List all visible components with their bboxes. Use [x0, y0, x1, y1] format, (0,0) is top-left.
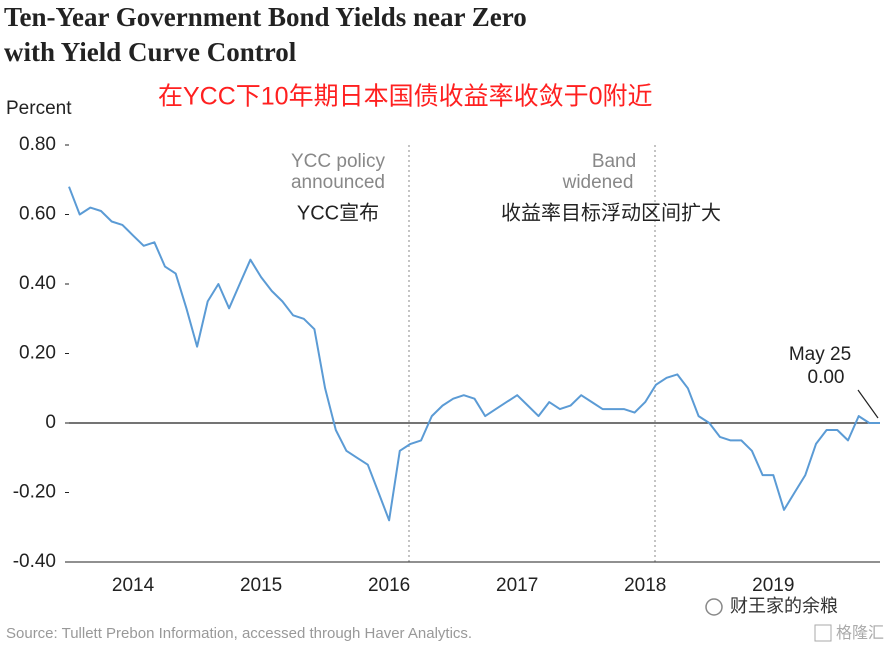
- chart-title: Ten-Year Government Bond Yields near Zer…: [4, 2, 527, 32]
- y-tick-label: -0.20: [13, 482, 56, 503]
- x-tick-label: 2016: [368, 575, 410, 596]
- watermark-icon: [705, 598, 723, 616]
- y-tick-label: 0.20: [19, 343, 56, 364]
- annotation: announced: [291, 172, 385, 193]
- y-tick-label: 0.80: [19, 134, 56, 155]
- data-line: [68, 186, 880, 522]
- annotation: YCC policy: [291, 151, 385, 172]
- y-axis-label: Percent: [6, 98, 72, 119]
- annotation: 0.00: [808, 367, 845, 388]
- annotation: YCC宣布: [297, 201, 379, 224]
- annotation: widened: [562, 172, 634, 193]
- chart-title: with Yield Curve Control: [4, 37, 297, 67]
- watermark: 财王家的余粮: [730, 596, 838, 616]
- x-tick-label: 2014: [112, 575, 155, 596]
- x-tick-label: 2015: [240, 575, 282, 596]
- y-tick-label: 0.60: [19, 204, 56, 225]
- chart-subtitle: 在YCC下10年期日本国债收益率收敛于0附近: [158, 83, 653, 111]
- annotation: May 25: [789, 344, 851, 365]
- y-tick-label: 0.40: [19, 273, 56, 294]
- annotation: 收益率目标浮动区间扩大: [501, 201, 721, 224]
- x-tick-label: 2019: [752, 575, 794, 596]
- y-tick-label: -0.40: [13, 551, 56, 572]
- annotation-arrow: [857, 389, 879, 419]
- annotation: Band: [592, 151, 636, 172]
- source: Source: Tullett Prebon Information, acce…: [6, 625, 472, 642]
- logo: 格隆汇: [836, 624, 884, 642]
- x-tick-label: 2018: [624, 575, 666, 596]
- x-tick-label: 2017: [496, 575, 538, 596]
- logo-icon: [814, 624, 832, 642]
- y-tick-label: 0: [45, 412, 56, 433]
